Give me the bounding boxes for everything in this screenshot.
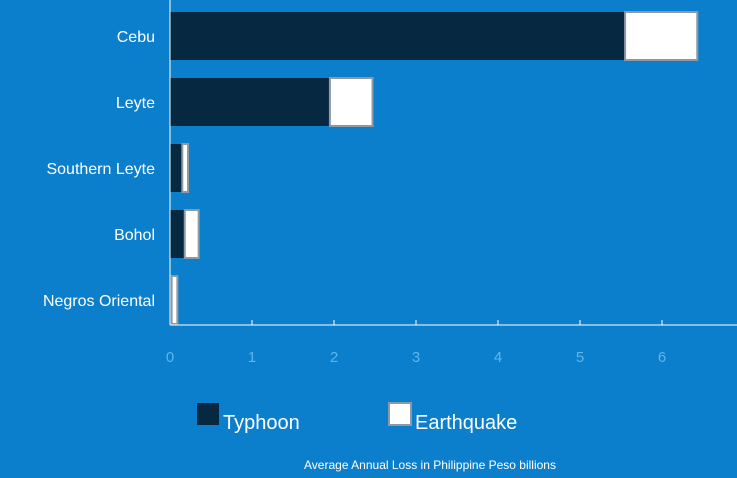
- legend: Typhoon Earthquake: [197, 402, 517, 434]
- bar-cebu-earthquake: [624, 11, 699, 61]
- category-label-negros-oriental: Negros Oriental: [43, 293, 155, 310]
- category-label-southern-leyte: Southern Leyte: [46, 161, 155, 178]
- bar-southern-leyte-typhoon: [170, 144, 183, 192]
- bar-southern-leyte-earthquake: [181, 143, 190, 193]
- x-tick-label-4: 4: [494, 349, 502, 366]
- category-labels: Cebu Leyte Southern Leyte Bohol Negros Orien…: [43, 29, 155, 310]
- x-tick-label-1: 1: [248, 349, 256, 366]
- x-axis: [169, 0, 737, 326]
- bar-leyte-earthquake: [328, 77, 374, 127]
- bar-negros-oriental-earthquake: [170, 275, 179, 325]
- bar-cebu-typhoon: [170, 12, 626, 60]
- legend-swatch-typhoon: [197, 403, 219, 425]
- x-tick-label-5: 5: [576, 349, 584, 366]
- x-tick-label-0: 0: [166, 349, 174, 366]
- legend-label-typhoon: Typhoon: [223, 412, 300, 434]
- bar-bohol-typhoon: [170, 210, 185, 258]
- legend-label-earthquake: Earthquake: [415, 412, 517, 434]
- x-tick-label-2: 2: [330, 349, 338, 366]
- bars-layer: [170, 11, 699, 325]
- x-tick-label-6: 6: [658, 349, 666, 366]
- bar-bohol-earthquake: [183, 209, 200, 259]
- x-tick-label-3: 3: [412, 349, 420, 366]
- category-label-bohol: Bohol: [114, 227, 155, 244]
- legend-swatch-earthquake: [388, 402, 412, 426]
- bar-leyte-typhoon: [170, 78, 330, 126]
- category-label-leyte: Leyte: [116, 95, 155, 112]
- x-ticks: 0 1 2 3 4 5 6: [166, 320, 666, 366]
- x-axis-label: Average Annual Loss in Philippine Peso b…: [304, 458, 556, 472]
- category-label-cebu: Cebu: [117, 29, 155, 46]
